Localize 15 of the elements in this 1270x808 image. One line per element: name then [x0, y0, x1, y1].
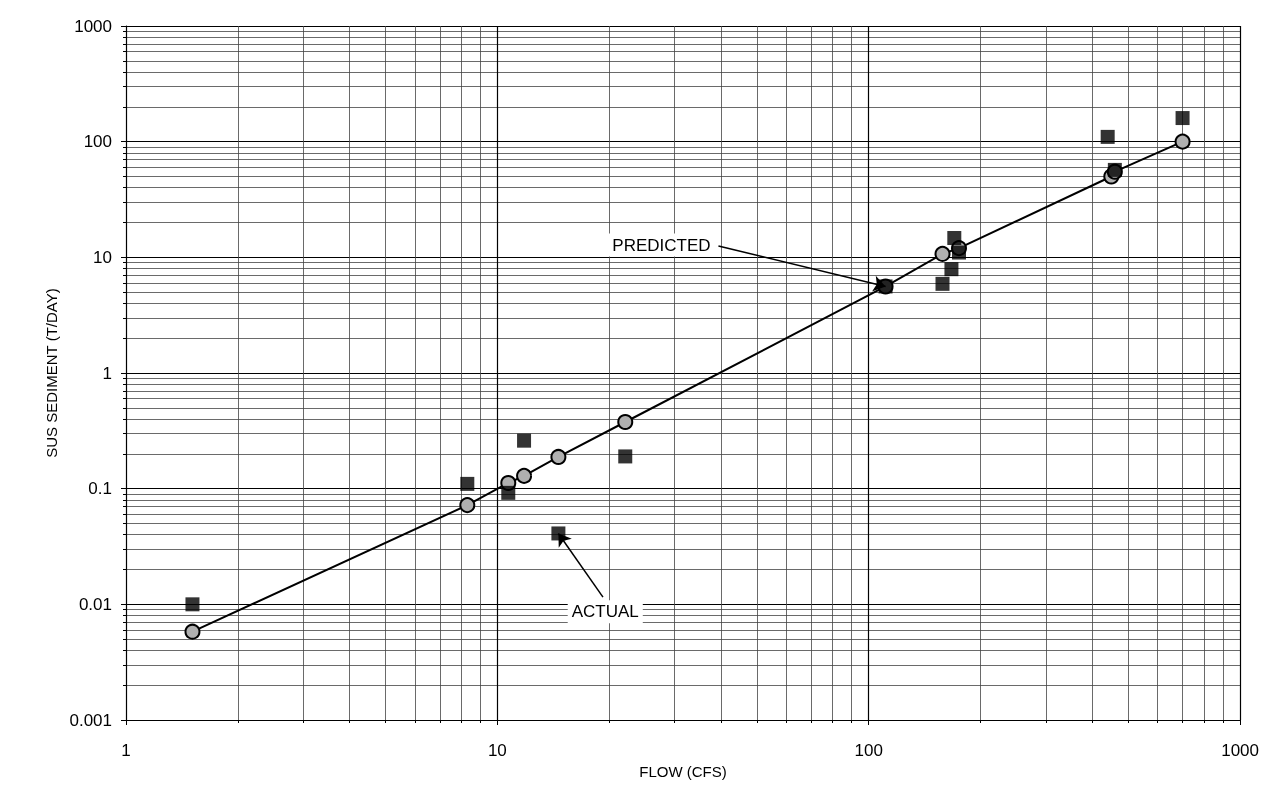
- y-tick-label: 1000: [74, 16, 112, 36]
- y-tick-label: 0.01: [78, 594, 112, 614]
- x-tick-label: 10: [487, 741, 507, 760]
- x-tick-label: 1000: [1221, 741, 1259, 760]
- x-axis-title: FLOW (CFS): [639, 762, 727, 780]
- y-tick-label: 0.001: [69, 710, 112, 730]
- y-tick-label: 10: [93, 247, 112, 267]
- annotation: PREDICTED: [612, 235, 711, 255]
- x-tick-label: 1: [121, 741, 131, 760]
- annotation: ACTUAL: [571, 602, 639, 622]
- x-tick-label: 100: [854, 741, 883, 760]
- y-tick-label: 100: [83, 132, 112, 152]
- y-tick-label: 1: [102, 363, 112, 383]
- y-axis-title: SUS SEDIMENT (T/DAY): [42, 288, 60, 458]
- y-tick-label: 0.1: [88, 479, 112, 499]
